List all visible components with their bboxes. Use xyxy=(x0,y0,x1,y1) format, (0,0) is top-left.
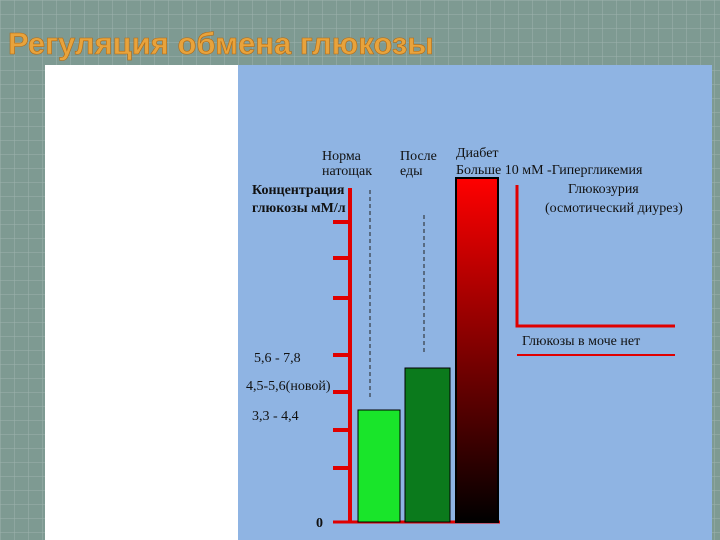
axis-ticks xyxy=(333,220,350,470)
no-glucose-label: Глюкозы в моче нет xyxy=(522,334,640,349)
level-label: 4,5-5,6(новой) xyxy=(246,379,331,394)
title: Регуляция обмена глюкозы xyxy=(8,26,434,61)
column-label: Норма xyxy=(322,149,362,164)
column-label: Больше 10 мМ -Гипергликемия xyxy=(456,163,643,178)
level-label: 5,6 - 7,8 xyxy=(254,351,301,366)
column-label: Диабет xyxy=(456,146,499,161)
glucosuria-label: (осмотический диурез) xyxy=(545,201,683,216)
bar-fasting xyxy=(357,409,401,523)
glucosuria-bracket xyxy=(515,185,675,328)
axis-label: Концентрация xyxy=(252,183,345,198)
bar-after-meal xyxy=(404,367,451,523)
column-label: После xyxy=(400,149,437,164)
bar-diabetes xyxy=(455,177,499,523)
level-label: 3,3 - 4,4 xyxy=(252,409,299,424)
glucosuria-label: Глюкозурия xyxy=(568,182,639,197)
level-label: 0 xyxy=(316,516,323,531)
axis-label: глюкозы мМ/л xyxy=(252,201,346,216)
column-label: натощак xyxy=(322,164,372,179)
column-label: еды xyxy=(400,164,423,179)
